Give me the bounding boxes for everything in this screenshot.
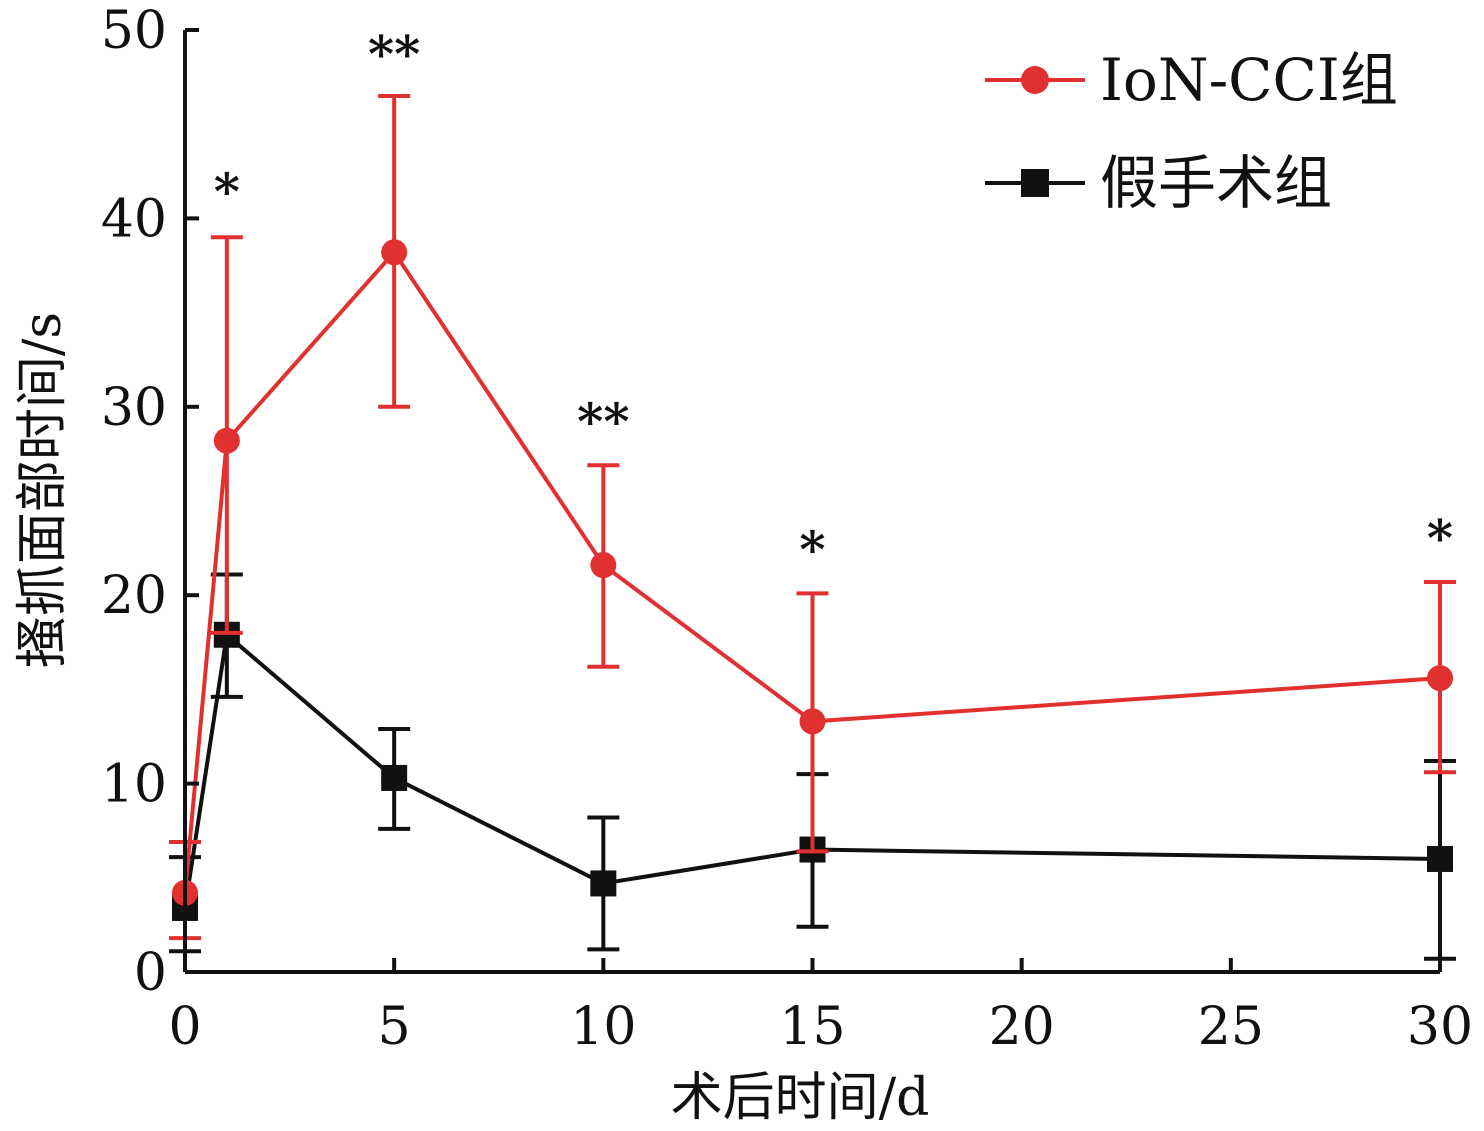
series-line xyxy=(183,630,1441,909)
significance-label: ** xyxy=(577,392,629,451)
x-tick-label: 10 xyxy=(570,997,636,1057)
data-point xyxy=(381,764,408,791)
data-point xyxy=(799,708,826,735)
data-point xyxy=(1427,845,1453,872)
x-tick-label: 20 xyxy=(989,997,1055,1057)
significance-label: * xyxy=(214,162,240,221)
x-axis-title: 术后时间/d xyxy=(671,1068,930,1128)
data-point xyxy=(381,239,408,266)
y-tick-label: 0 xyxy=(134,943,167,1003)
ticks: 0 5 10 15 20 25 30 0 10 20 30 40 50 xyxy=(101,1,1473,1057)
y-tick-label: 50 xyxy=(101,1,167,61)
legend-label: IoN-CCI组 xyxy=(1100,46,1398,114)
y-tick-label: 30 xyxy=(101,378,167,438)
legend-marker xyxy=(1021,66,1049,94)
x-tick-label: 30 xyxy=(1407,997,1473,1057)
legend-label: 假手术组 xyxy=(1100,149,1332,217)
data-point xyxy=(213,427,240,454)
significance-label: ** xyxy=(368,24,420,83)
x-tick-label: 5 xyxy=(378,997,411,1057)
annotations: ****** * xyxy=(214,24,1453,578)
significance-label: * xyxy=(1427,509,1453,568)
data-point xyxy=(590,870,617,897)
y-tick-label: 40 xyxy=(101,189,167,249)
y-axis-title: 搔抓面部时间/s xyxy=(13,312,73,668)
x-tick-label: 0 xyxy=(168,997,201,1057)
series-line xyxy=(183,249,1441,894)
data-point xyxy=(590,552,617,579)
significance-label: * xyxy=(799,520,825,579)
y-tick-label: 10 xyxy=(101,755,167,815)
legend-marker xyxy=(1021,169,1049,197)
y-tick-label: 20 xyxy=(101,566,167,626)
x-tick-label: 25 xyxy=(1198,997,1264,1057)
x-tick-label: 15 xyxy=(779,997,845,1057)
data-point xyxy=(1427,665,1453,692)
